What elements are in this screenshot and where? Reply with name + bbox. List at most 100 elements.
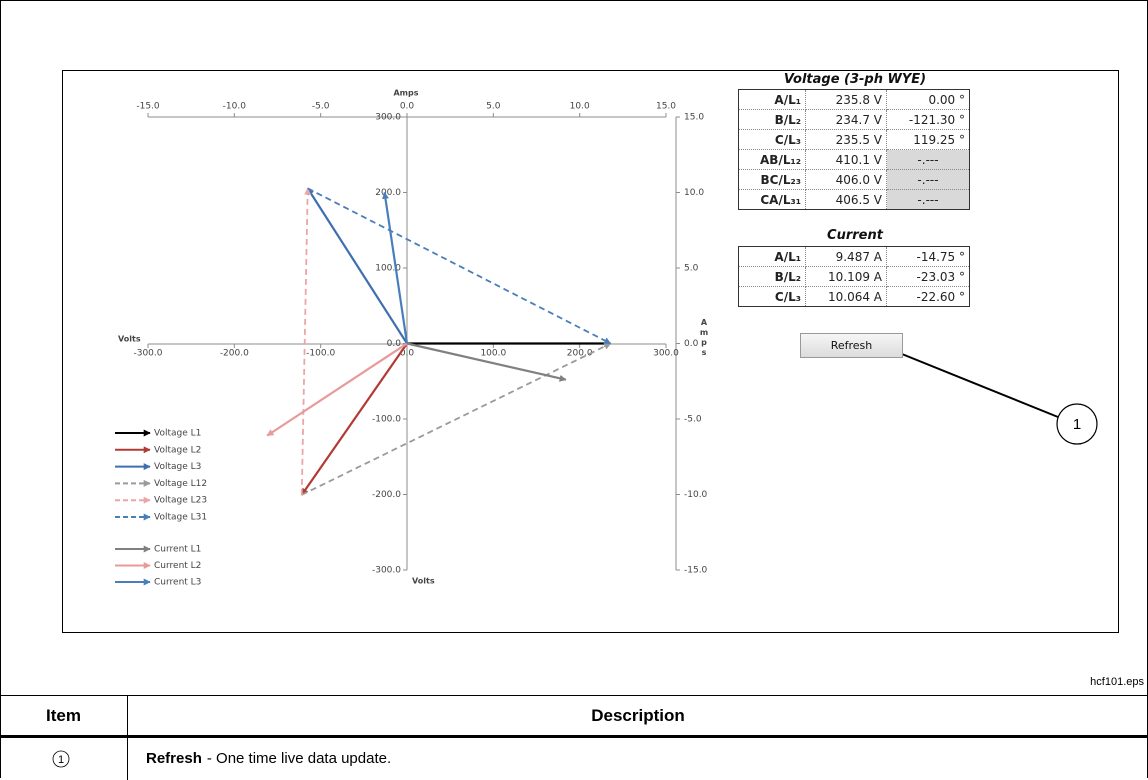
header-rule <box>0 735 1148 738</box>
angle: -22.60 ° <box>886 286 970 307</box>
angle: -.--- <box>886 149 970 170</box>
phase-label: B/L₂ <box>738 266 806 287</box>
callout-circle <box>1056 403 1098 445</box>
legend-label: Voltage L2 <box>154 445 201 455</box>
angle: 119.25 ° <box>886 129 970 150</box>
phase-label: C/L₃ <box>738 129 806 150</box>
voltage-table: A/L₁ 235.8 V 0.00 ° B/L₂ 234.7 V -121.30 ° C/L… <box>738 89 970 210</box>
magnitude: 234.7 V <box>805 109 887 130</box>
table-row: CA/L₃₁ 406.5 V -.--- <box>738 189 970 210</box>
y2-axis-title: Amps <box>700 318 709 358</box>
x-tick-label: 300.0 <box>653 349 679 359</box>
magnitude: 10.064 A <box>805 286 887 307</box>
y2-tick-label: 15.0 <box>684 113 704 123</box>
x-tick-label: 0.0 <box>400 349 415 359</box>
x2-tick-label: -5.0 <box>312 102 330 112</box>
item-cell: 1 <box>52 750 70 768</box>
header-item: Item <box>46 706 81 725</box>
y-tick-label: 0.0 <box>387 339 402 349</box>
item-number: 1 <box>58 754 64 766</box>
y2-tick-label: 0.0 <box>684 339 699 349</box>
x-tick-label: 200.0 <box>567 349 593 359</box>
x-tick-label: 100.0 <box>480 349 506 359</box>
table-row: B/L₂ 234.7 V -121.30 ° <box>738 109 970 130</box>
angle: 0.00 ° <box>886 89 970 110</box>
callout-line <box>891 349 1059 418</box>
y2-tick-label: -15.0 <box>684 566 708 576</box>
x-tick-label: -300.0 <box>133 349 162 359</box>
y-axis-title: Volts <box>412 577 435 586</box>
item-circle <box>52 750 70 768</box>
table-row: C/L₃ 235.5 V 119.25 ° <box>738 129 970 150</box>
angle: -.--- <box>886 189 970 210</box>
figure-id: hcf101.eps <box>1090 676 1144 688</box>
magnitude: 235.5 V <box>805 129 887 150</box>
vector <box>382 191 409 344</box>
x2-tick-label: 15.0 <box>656 102 676 112</box>
y-tick-label: 100.0 <box>375 264 401 274</box>
legend-label: Current L2 <box>154 561 201 571</box>
legend-label: Voltage L3 <box>154 462 201 472</box>
x-tick-label: -200.0 <box>220 349 249 359</box>
y-tick-label: -200.0 <box>372 490 401 500</box>
vector <box>406 342 567 382</box>
magnitude: 406.0 V <box>805 169 887 190</box>
x2-tick-label: 0.0 <box>400 102 415 112</box>
table-row: BC/L₂₃ 406.0 V -.--- <box>738 169 970 190</box>
legend-label: Voltage L1 <box>154 429 201 439</box>
current-table: A/L₁ 9.487 A -14.75 ° B/L₂ 10.109 A -23.03 ° C… <box>738 246 970 307</box>
vector <box>300 187 312 495</box>
x2-tick-label: -10.0 <box>223 102 247 112</box>
magnitude: 410.1 V <box>805 149 887 170</box>
y-tick-label: 200.0 <box>375 188 401 198</box>
x-tick-label: -100.0 <box>306 349 335 359</box>
magnitude: 235.8 V <box>805 89 887 110</box>
vector <box>306 187 408 345</box>
vector <box>307 187 612 345</box>
legend-label: Voltage L23 <box>154 496 207 506</box>
vector <box>266 342 408 437</box>
table-row: A/L₁ 235.8 V 0.00 ° <box>738 89 970 110</box>
table-row: AB/L₁₂ 410.1 V -.--- <box>738 149 970 170</box>
key-table: Item Description 1 Refresh - One time liv… <box>0 695 1148 780</box>
legend-label: Voltage L12 <box>154 479 207 489</box>
table-row: A/L₁ 9.487 A -14.75 ° <box>738 246 970 267</box>
description: - One time live data update. <box>206 750 392 767</box>
legend-label: Current L3 <box>154 578 201 588</box>
y2-tick-label: -5.0 <box>684 415 702 425</box>
angle: -14.75 ° <box>886 246 970 267</box>
legend-label: Current L1 <box>154 545 201 555</box>
table-row: B/L₂ 10.109 A -23.03 ° <box>738 266 970 287</box>
figure-box <box>62 70 1119 633</box>
phase-label: CA/L₃₁ <box>738 189 806 210</box>
description-cell: Refresh - One time live data update. <box>146 738 391 780</box>
x-axis-title: Volts <box>118 335 141 344</box>
column-separator <box>127 696 128 780</box>
y2-tick-label: -10.0 <box>684 490 708 500</box>
phase-label: B/L₂ <box>738 109 806 130</box>
phase-label: A/L₁ <box>738 89 806 110</box>
x2-axis-title: Amps <box>393 89 418 98</box>
header-description: Description <box>591 706 685 725</box>
magnitude: 406.5 V <box>805 189 887 210</box>
y-tick-label: 300.0 <box>375 113 401 123</box>
callout-number: 1 <box>1073 416 1081 433</box>
vector <box>300 342 408 496</box>
x2-tick-label: 10.0 <box>570 102 590 112</box>
phase-label: A/L₁ <box>738 246 806 267</box>
phase-label: BC/L₂₃ <box>738 169 806 190</box>
phase-label: C/L₃ <box>738 286 806 307</box>
y-tick-label: -300.0 <box>372 566 401 576</box>
y2-tick-label: 5.0 <box>684 264 699 274</box>
refresh-button[interactable]: Refresh <box>800 333 903 358</box>
vector <box>301 342 612 496</box>
y2-tick-label: 10.0 <box>684 188 704 198</box>
magnitude: 9.487 A <box>805 246 887 267</box>
table-row: C/L₃ 10.064 A -22.60 ° <box>738 286 970 307</box>
angle: -.--- <box>886 169 970 190</box>
angle: -121.30 ° <box>886 109 970 130</box>
term: Refresh <box>146 750 202 767</box>
x2-tick-label: -15.0 <box>136 102 160 112</box>
